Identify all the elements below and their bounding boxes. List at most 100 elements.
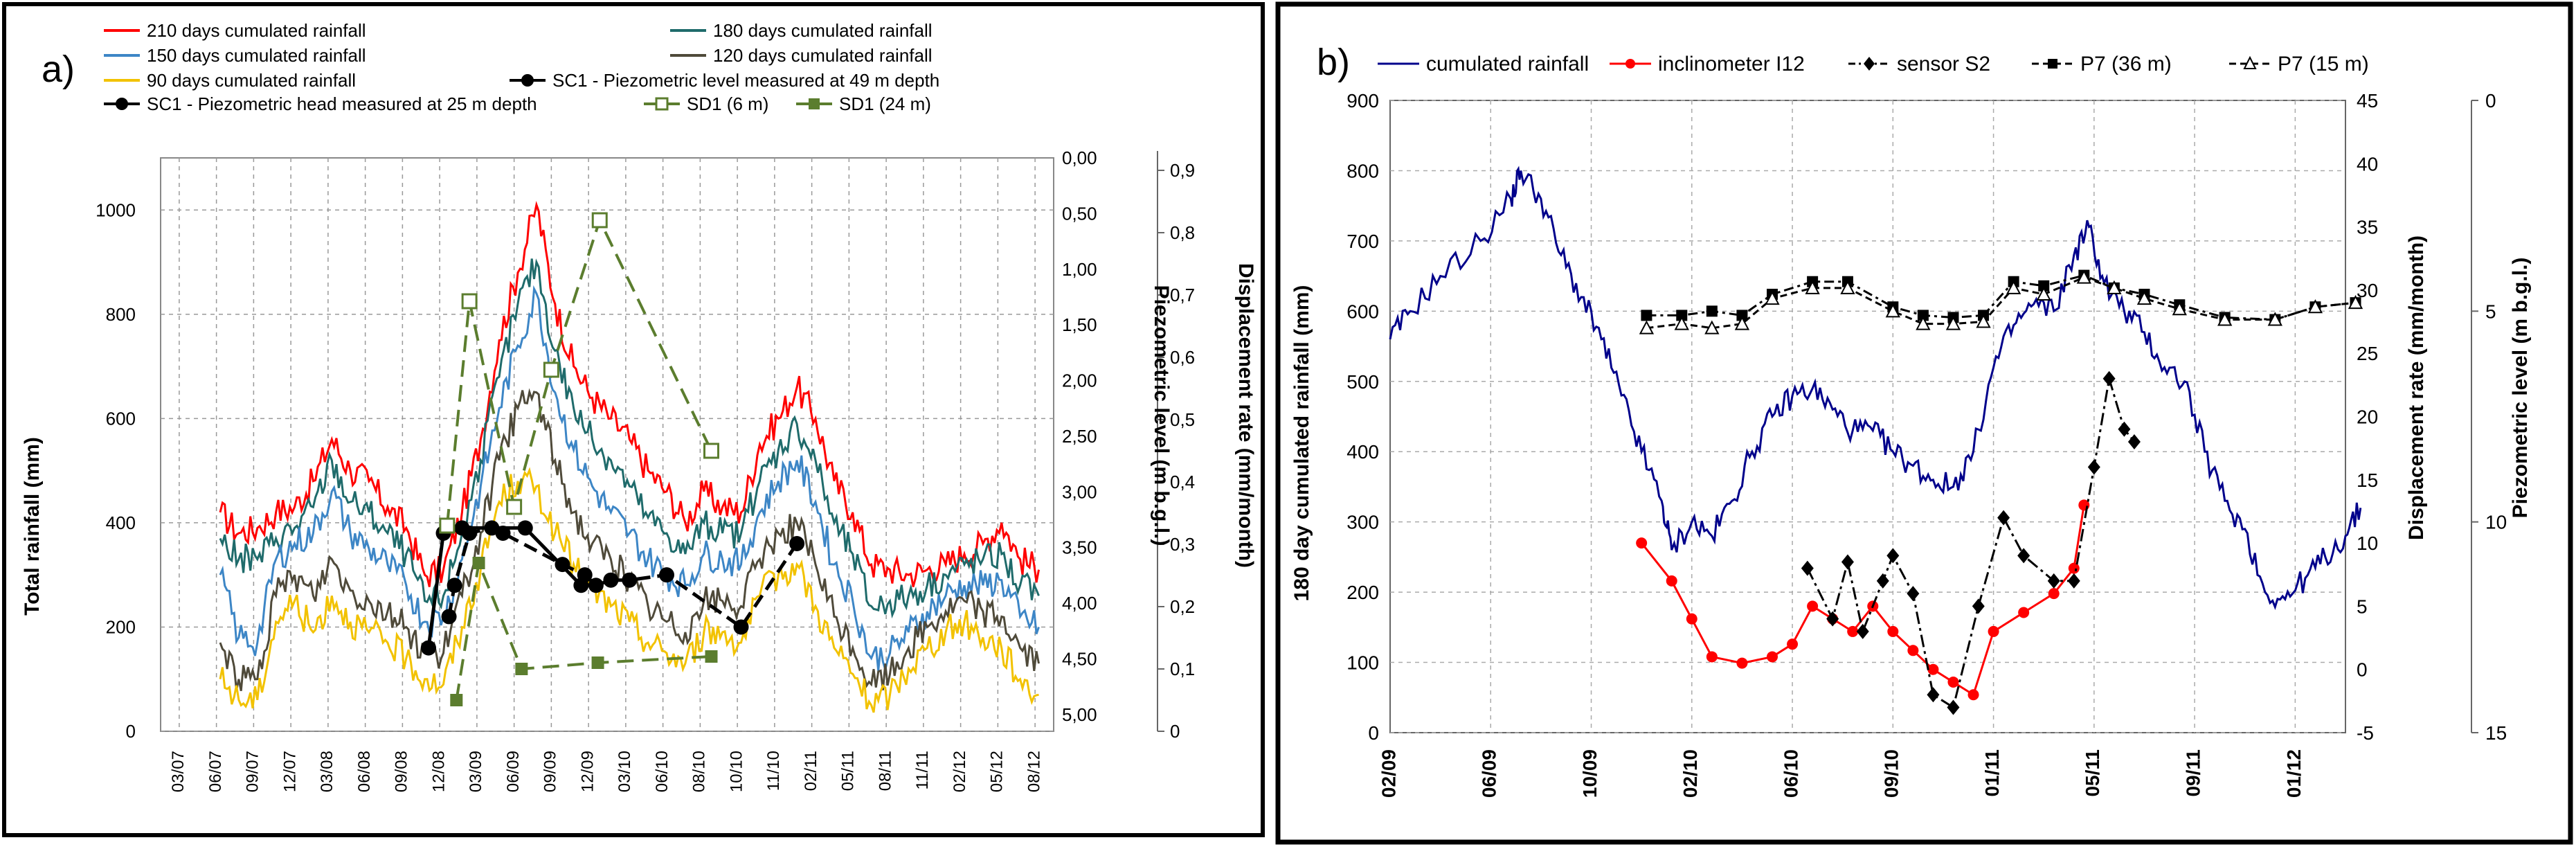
legend-marker	[1864, 57, 1875, 71]
panel-b: b) cumulated rainfall inclinometer I12 sen…	[1290, 42, 2532, 798]
sd1-6m-marker	[591, 212, 608, 229]
sensor-s2-marker	[2127, 434, 2141, 450]
piezo-tick-label: 4,00	[1062, 593, 1097, 614]
y-tick-label: 200	[1346, 582, 1379, 603]
p7-15m-marker	[2107, 280, 2122, 294]
sensor-s2-marker	[1927, 687, 1940, 703]
y-tick-label: 1000	[96, 199, 136, 220]
legend-label: 180 days cumulated rainfall	[713, 20, 933, 41]
p7-15m-marker	[2006, 280, 2021, 294]
sensor-s2-marker	[1947, 699, 1960, 715]
panel-a-disp-label: Displacement rate (mm/month)	[1234, 263, 1257, 568]
sensor-s2-marker	[1856, 623, 1869, 639]
panel-b-frame	[1275, 1, 2573, 845]
sc1-49m-marker	[659, 567, 674, 583]
y-tick-label: 700	[1346, 231, 1379, 252]
legend-marker	[2048, 59, 2057, 69]
sc1-49m-marker	[622, 572, 638, 588]
x-tick-label: 03/08	[318, 751, 336, 792]
disp-tick-label: 0,8	[1170, 222, 1195, 243]
disp-tick-label: 0	[1170, 721, 1180, 742]
panel-a: a) 210 days cumulated rainfall 180 days c…	[21, 20, 1257, 792]
p7-15m-marker	[1639, 320, 1655, 334]
sensor-s2-marker	[2047, 573, 2060, 589]
sc1-49m-marker	[603, 572, 619, 588]
legend-label: SC1 - Piezometric level measured at 49 m…	[552, 70, 939, 91]
disp-tick-label: 30	[2357, 280, 2378, 301]
legend-marker	[1625, 59, 1635, 69]
panel-b-piezo-label: Piezometric level (m b.g.l.)	[2509, 258, 2532, 519]
sensor-s2-marker	[2087, 459, 2100, 475]
disp-tick-label: 0,6	[1170, 347, 1195, 368]
disp-tick-label: 0,1	[1170, 659, 1195, 679]
panel-b-label: b)	[1317, 42, 1350, 83]
inclinometer-marker	[1736, 657, 1748, 669]
rainfall-series-line	[219, 201, 1040, 587]
sc1-49m-marker	[789, 536, 805, 552]
x-tick-label: 09/08	[393, 751, 411, 792]
y-tick-label: 300	[1346, 512, 1379, 533]
panel-a-label: a)	[42, 48, 75, 90]
x-tick-label: 09/11	[2182, 749, 2204, 797]
y-tick-label: 400	[1346, 441, 1379, 463]
x-tick-label: 06/08	[355, 751, 374, 792]
sensor-s2-marker	[2118, 421, 2131, 437]
disp-tick-label: 40	[2357, 153, 2378, 175]
sc1-25m-marker	[573, 578, 589, 593]
inclinometer-marker	[1787, 638, 1799, 650]
sensor-s2-marker	[1997, 510, 2010, 526]
x-tick-label: 06/09	[1479, 749, 1500, 798]
piezo-tick-label: 5,00	[1062, 704, 1097, 725]
x-tick-label: 12/09	[578, 751, 597, 792]
panel-a-series	[219, 201, 1040, 713]
piezo-tick-label: 5	[2485, 301, 2496, 322]
p7-15m-marker	[1976, 314, 1991, 328]
rainfall-series-line	[219, 258, 1040, 619]
p7-15m-marker	[2076, 269, 2091, 284]
legend-label: cumulated rainfall	[1426, 53, 1589, 75]
p7-36m-marker	[1706, 305, 1718, 317]
p7-36m-marker	[1917, 310, 1929, 321]
inclinometer-marker	[1967, 689, 1979, 701]
disp-tick-label: 25	[2357, 343, 2378, 364]
p7-15m-marker	[2348, 295, 2363, 310]
legend-label: 90 days cumulated rainfall	[147, 70, 356, 91]
sd1-6m-marker	[543, 361, 559, 378]
y-tick-label: 400	[106, 512, 136, 533]
piezo-tick-label: 10	[2485, 512, 2507, 533]
x-tick-label: 06/10	[653, 751, 672, 792]
inclinometer-marker	[1666, 575, 1677, 587]
p7-15m-marker	[2307, 299, 2323, 314]
inclinometer-marker	[1887, 625, 1899, 637]
x-tick-label: 02/11	[802, 751, 820, 791]
x-tick-label: 06/09	[504, 751, 523, 792]
disp-tick-label: 0,9	[1170, 160, 1195, 181]
sc1-49m-marker	[733, 619, 749, 635]
x-tick-label: 06/10	[1780, 749, 1801, 798]
legend-marker	[521, 74, 534, 87]
y-tick-label: 100	[1346, 652, 1379, 674]
panel-a-axes: 03/07 06/07 09/07 12/07 03/08 06/08 09/08 12/08…	[96, 148, 1195, 792]
p7-15m-marker	[2036, 286, 2051, 301]
panel-b-legend: cumulated rainfall inclinometer I12 sensor…	[1378, 53, 2369, 75]
inclinometer-marker	[1927, 663, 1939, 675]
p7-15m-marker	[2217, 312, 2233, 326]
x-tick-label: 01/11	[1981, 749, 2003, 797]
inclinometer-marker	[1767, 651, 1778, 663]
panel-a-legend: 210 days cumulated rainfall 180 days cumu…	[104, 20, 939, 114]
y-tick-label: 0	[126, 721, 136, 742]
p7-15m-marker	[1885, 303, 1900, 318]
legend-label: 210 days cumulated rainfall	[147, 20, 366, 41]
p7-15m-marker	[1840, 280, 1855, 294]
piezo-tick-label: 3,50	[1062, 537, 1097, 558]
x-tick-label: 05/11	[839, 751, 858, 791]
x-tick-label: 08/12	[1025, 751, 1043, 792]
inclinometer-marker	[1988, 625, 1999, 637]
p7-36m-marker	[1641, 310, 1652, 321]
sc1-25m-marker	[517, 520, 533, 536]
y-tick-label: 200	[106, 616, 136, 637]
sc1-49m-marker	[447, 578, 462, 593]
x-tick-label: 08/11	[876, 751, 894, 791]
x-tick-label: 03/09	[467, 751, 485, 792]
sensor-s2-marker	[1826, 611, 1839, 627]
